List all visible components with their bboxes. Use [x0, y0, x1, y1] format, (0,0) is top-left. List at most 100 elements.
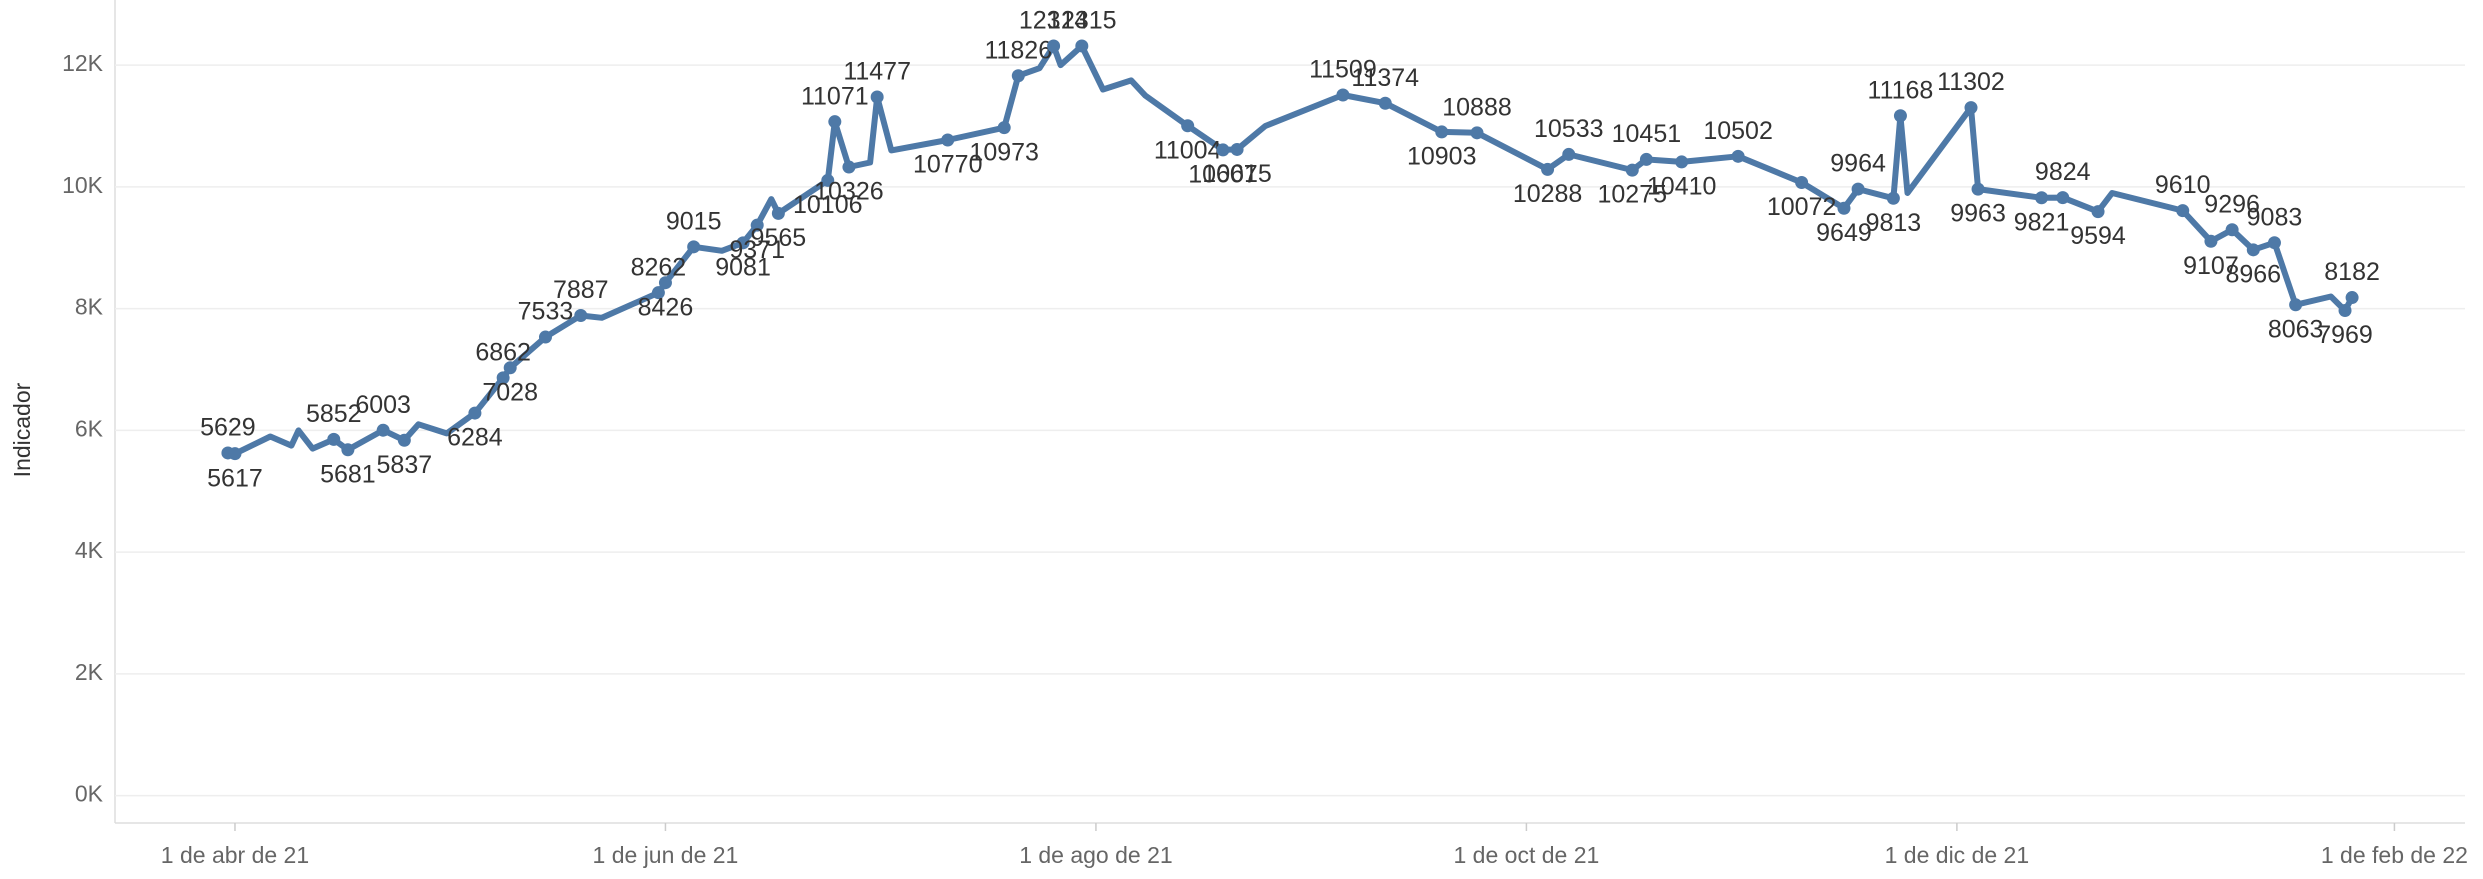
data-label: 8262 — [631, 253, 687, 281]
point — [496, 371, 510, 385]
point — [1795, 175, 1809, 189]
point — [503, 361, 517, 375]
point — [658, 276, 672, 290]
data-label: 8426 — [638, 293, 694, 321]
data-label: 10410 — [1647, 173, 1717, 201]
point — [997, 121, 1011, 135]
data-label: 8182 — [2324, 258, 2380, 286]
y-axis-label: Indicador — [9, 382, 35, 477]
data-label: 10888 — [1442, 93, 1512, 121]
data-label: 11071 — [801, 82, 869, 110]
data-label: 10607 — [1188, 161, 1258, 189]
data-label: 11826 — [984, 36, 1052, 64]
data-label: 9813 — [1866, 209, 1922, 237]
point — [1336, 88, 1350, 102]
point — [1435, 125, 1449, 139]
point — [771, 206, 785, 220]
point — [1675, 155, 1689, 169]
data-label: 9964 — [1830, 150, 1886, 178]
point — [1011, 69, 1025, 83]
data-label: 9594 — [2070, 222, 2126, 250]
point — [1886, 191, 1900, 205]
point — [2204, 234, 2218, 248]
data-label: 7887 — [553, 276, 609, 304]
y-tick-label: 12K — [62, 50, 104, 76]
point — [468, 406, 482, 420]
data-label: 5617 — [207, 464, 263, 492]
point — [2246, 243, 2260, 257]
data-label: 10973 — [969, 138, 1039, 166]
point — [687, 240, 701, 254]
point — [2035, 191, 2049, 205]
data-label: 11374 — [1351, 64, 1419, 92]
point — [1964, 101, 1978, 115]
data-label: 10770 — [913, 151, 983, 179]
point — [821, 173, 835, 187]
data-label: 10502 — [1703, 117, 1773, 145]
point — [574, 309, 588, 323]
point — [750, 218, 764, 232]
data-label: 8063 — [2268, 315, 2324, 343]
point — [1216, 143, 1230, 157]
data-label: 5852 — [306, 400, 362, 428]
data-label: 9963 — [1950, 200, 2006, 228]
x-tick-label: 1 de dic de 21 — [1885, 842, 2030, 868]
data-label: 9565 — [751, 224, 807, 252]
x-tick-label: 1 de feb de 22 — [2321, 842, 2468, 868]
data-label: 5837 — [377, 451, 433, 479]
y-tick-label: 4K — [75, 537, 104, 563]
point — [1541, 162, 1555, 176]
data-label: 11509 — [1309, 56, 1377, 84]
data-label: 9649 — [1816, 219, 1872, 247]
point — [2091, 205, 2105, 219]
point — [1893, 109, 1907, 123]
y-tick-label: 10K — [62, 172, 104, 198]
data-label: 7533 — [518, 298, 574, 326]
data-label: 7028 — [482, 378, 538, 406]
point — [1851, 182, 1865, 196]
point — [1470, 126, 1484, 140]
data-label: 10275 — [1598, 181, 1668, 209]
data-label: 9296 — [2204, 190, 2260, 218]
line — [224, 43, 2356, 457]
data-label: 10106 — [793, 191, 863, 219]
data-label: 11004 — [1154, 136, 1222, 164]
point — [1639, 152, 1653, 166]
y-tick-label: 0K — [75, 781, 104, 807]
point — [397, 433, 411, 447]
data-label: 9083 — [2247, 203, 2303, 231]
point — [1562, 147, 1576, 161]
data-label: 9107 — [2183, 252, 2239, 280]
y-tick-label: 2K — [75, 659, 104, 685]
data-label: 9821 — [2014, 208, 2070, 236]
data-label: 9015 — [666, 207, 722, 235]
point — [736, 236, 750, 250]
point — [538, 330, 552, 344]
data-label: 10326 — [814, 178, 884, 206]
x-tick-label: 1 de jun de 21 — [593, 842, 739, 868]
data-label: 10288 — [1513, 180, 1583, 208]
data-label: 11477 — [843, 58, 911, 86]
data-label: 10072 — [1767, 193, 1837, 221]
point — [842, 160, 856, 174]
point — [2225, 223, 2239, 237]
point — [2338, 304, 2352, 318]
point — [1181, 119, 1195, 133]
data-label: 9081 — [715, 253, 771, 281]
data-label: 9824 — [2035, 158, 2091, 186]
point — [2056, 191, 2070, 205]
x-tick-label: 1 de oct de 21 — [1454, 842, 1600, 868]
point — [376, 423, 390, 437]
data-label: 11168 — [1868, 76, 1934, 104]
x-tick-label: 1 de abr de 21 — [161, 842, 309, 868]
point — [1837, 201, 1851, 215]
x-tick-label: 1 de ago de 21 — [1019, 842, 1172, 868]
data-label: 10451 — [1612, 120, 1682, 148]
y-tick-label: 8K — [75, 294, 104, 320]
data-label: 9371 — [729, 236, 785, 264]
point — [941, 133, 955, 147]
y-tick-label: 6K — [75, 415, 104, 441]
data-label: 8966 — [2225, 260, 2281, 288]
point — [1625, 163, 1639, 177]
